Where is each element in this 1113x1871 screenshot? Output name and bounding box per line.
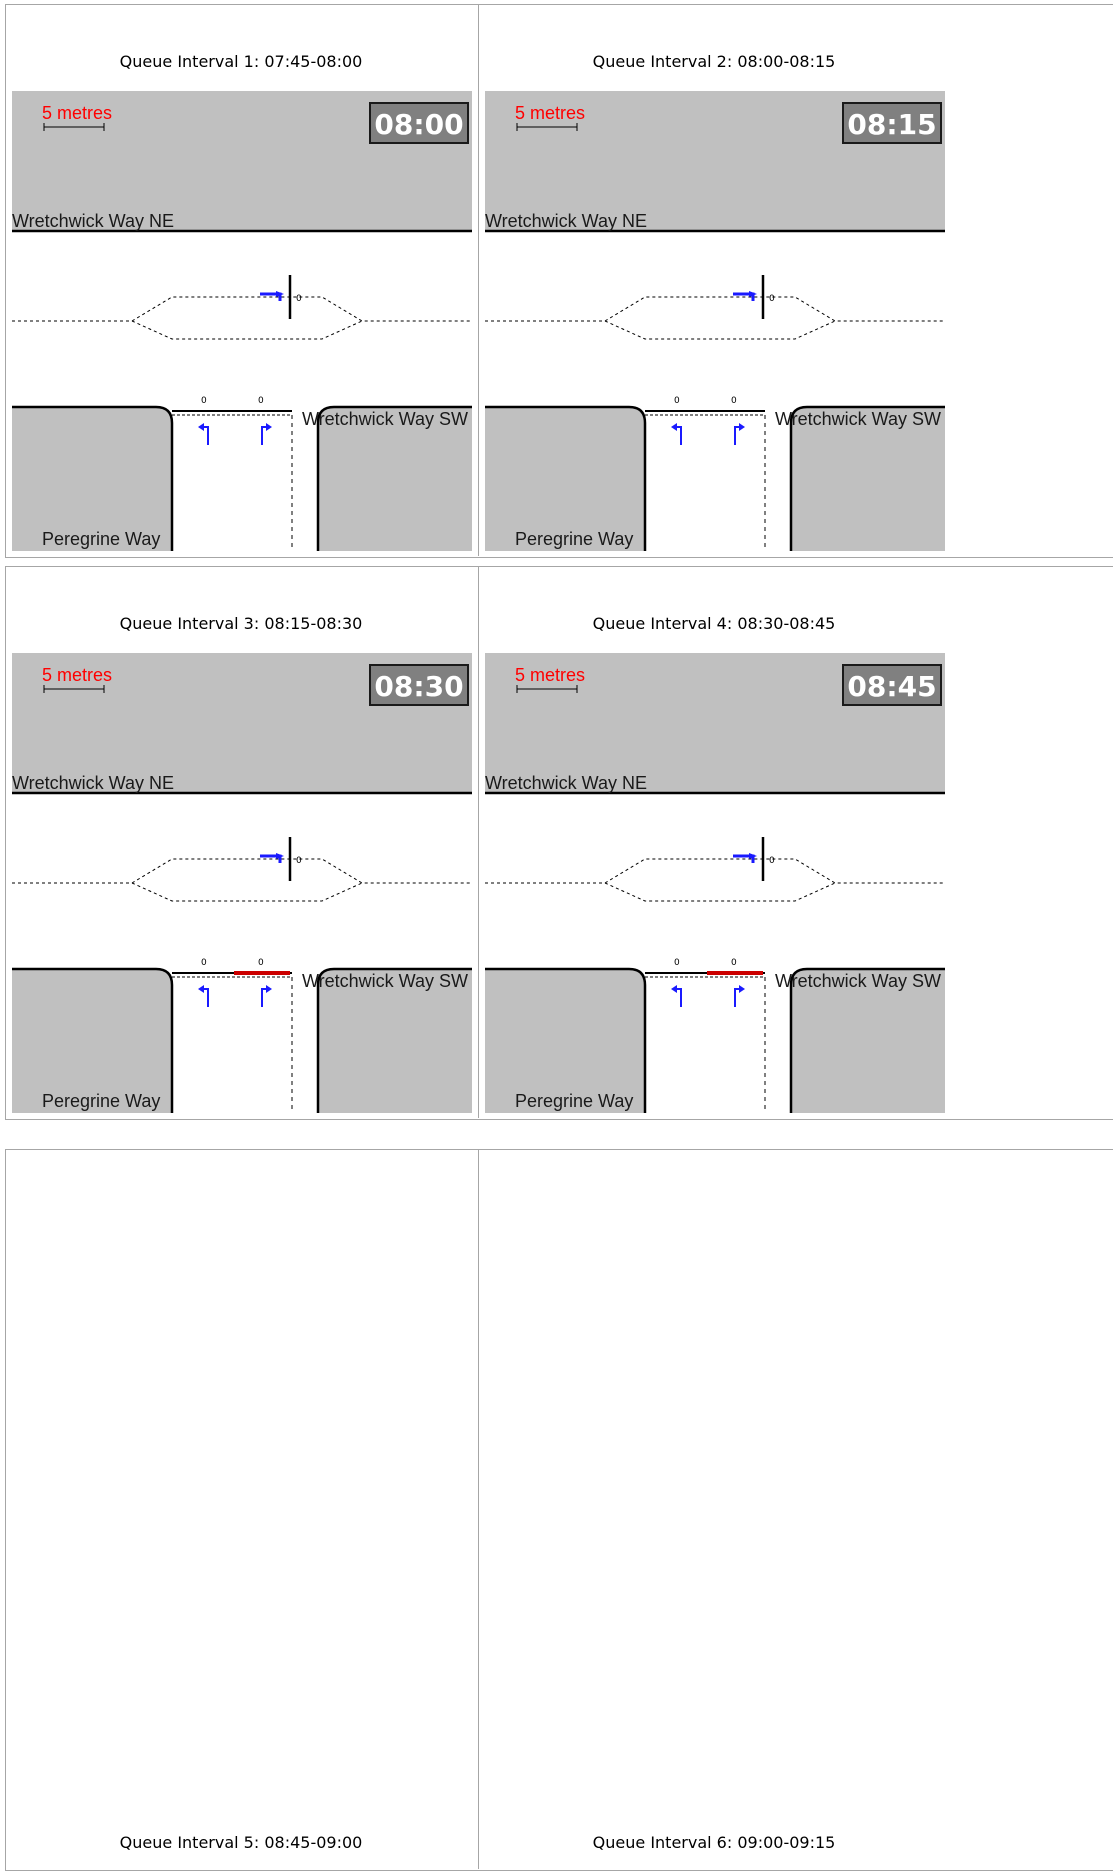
interval-cell-3: Queue Interval 3: 08:15-08:30 0 0 0 5 metre… <box>6 567 476 1117</box>
road-label-sw: Wretchwick Way SW <box>775 971 941 991</box>
clock-time: 08:30 <box>374 670 463 703</box>
queue-value-right-lane: 0 <box>731 958 737 968</box>
right-turn-arrow-head <box>749 853 757 859</box>
left-turn-arrow-head <box>198 985 204 993</box>
centre-line-lower <box>131 882 363 902</box>
kerb-line-southwest <box>485 405 647 551</box>
centre-line-upper <box>485 296 945 322</box>
clock-box <box>369 102 469 144</box>
queue-value-right-turn: 0 <box>769 294 775 304</box>
centre-line-upper <box>12 858 472 884</box>
interval-caption: Queue Interval 1: 07:45-08:00 <box>119 52 363 71</box>
clock-box <box>842 102 942 144</box>
junction-svg: 0 0 0 5 metres 08:30 Wretchwick Way NE Wretchw… <box>12 653 472 1113</box>
junction-diagram: 0 0 0 5 metres 08:15 Wretchwick Way NE Wretchw… <box>485 91 945 551</box>
road-label-ne: Wretchwick Way NE <box>12 211 174 231</box>
scale-label: 5 metres <box>42 665 112 685</box>
queue-bar <box>707 971 763 975</box>
queue-value-left-lane: 0 <box>201 958 207 968</box>
queue-value-left-lane: 0 <box>674 396 680 406</box>
road-label-side: Peregrine Way <box>42 529 160 549</box>
kerb-line-southwest <box>12 405 174 551</box>
road-label-sw: Wretchwick Way SW <box>302 409 468 429</box>
clock-time: 08:00 <box>374 108 463 141</box>
ground-area-southeast <box>318 969 472 1113</box>
right-turn-arrow-side-head <box>266 423 272 431</box>
interval-caption: Queue Interval 4: 08:30-08:45 <box>592 614 836 633</box>
kerb-line-southeast <box>316 405 472 551</box>
road-label-side: Peregrine Way <box>515 1091 633 1111</box>
queue-value-left-lane: 0 <box>674 958 680 968</box>
clock-box <box>369 664 469 706</box>
ground-area-southwest <box>12 407 172 551</box>
interval-cell-4: Queue Interval 4: 08:30-08:45 0 0 0 5 metre… <box>479 567 949 1117</box>
right-turn-arrow-side-head <box>739 985 745 993</box>
kerb-line-southeast <box>316 967 472 1113</box>
kerb-line-southeast <box>789 967 945 1113</box>
queue-table-3 <box>5 1149 1113 1871</box>
road-label-ne: Wretchwick Way NE <box>485 211 647 231</box>
junction-diagram: 0 0 0 5 metres 08:45 Wretchwick Way NE Wretchw… <box>485 653 945 1113</box>
queue-value-right-turn: 0 <box>296 856 302 866</box>
column-divider <box>478 1149 479 1869</box>
clock-time: 08:45 <box>847 670 936 703</box>
column-divider <box>478 4 479 556</box>
road-label-ne: Wretchwick Way NE <box>12 773 174 793</box>
ground-area-southeast <box>318 407 472 551</box>
scale-label: 5 metres <box>42 103 112 123</box>
interval-cell-2: Queue Interval 2: 08:00-08:15 0 0 0 5 metre… <box>479 5 949 555</box>
clock-box <box>842 664 942 706</box>
junction-svg: 0 0 0 5 metres 08:00 Wretchwick Way NE Wretchw… <box>12 91 472 551</box>
right-turn-arrow-side-head <box>739 423 745 431</box>
road-label-sw: Wretchwick Way SW <box>775 409 941 429</box>
interval-cell-6: Queue Interval 6: 09:00-09:15 <box>479 1150 949 1852</box>
centre-line-lower <box>604 320 836 340</box>
interval-caption: Queue Interval 5: 08:45-09:00 <box>119 1833 363 1852</box>
interval-caption: Queue Interval 3: 08:15-08:30 <box>119 614 363 633</box>
centre-line-upper <box>485 858 945 884</box>
queue-value-right-lane: 0 <box>731 396 737 406</box>
queue-value-right-turn: 0 <box>769 856 775 866</box>
queue-value-left-lane: 0 <box>201 396 207 406</box>
centre-line-lower <box>131 320 363 340</box>
junction-diagram: 0 0 0 5 metres 08:30 Wretchwick Way NE Wretchw… <box>12 653 472 1113</box>
queue-value-right-lane: 0 <box>258 396 264 406</box>
ground-area-southwest <box>485 969 645 1113</box>
ground-area-southeast <box>791 407 945 551</box>
junction-diagram: 0 0 0 5 metres 08:00 Wretchwick Way NE Wretchw… <box>12 91 472 551</box>
left-turn-arrow-head <box>671 423 677 431</box>
clock-time: 08:15 <box>847 108 936 141</box>
centre-line-upper <box>12 296 472 322</box>
ground-area-southwest <box>12 969 172 1113</box>
right-turn-arrow-head <box>749 291 757 297</box>
queue-value-right-lane: 0 <box>258 958 264 968</box>
road-label-sw: Wretchwick Way SW <box>302 971 468 991</box>
right-turn-arrow-head <box>276 853 284 859</box>
column-divider <box>478 566 479 1118</box>
right-turn-arrow-side-head <box>266 985 272 993</box>
interval-cell-5: Queue Interval 5: 08:45-09:00 <box>6 1150 476 1852</box>
interval-caption: Queue Interval 2: 08:00-08:15 <box>592 52 836 71</box>
road-label-ne: Wretchwick Way NE <box>485 773 647 793</box>
kerb-line-southeast <box>789 405 945 551</box>
junction-svg: 0 0 0 5 metres 08:15 Wretchwick Way NE Wretchw… <box>485 91 945 551</box>
scale-label: 5 metres <box>515 665 585 685</box>
interval-cell-1: Queue Interval 1: 07:45-08:00 0 0 0 5 metre… <box>6 5 476 555</box>
ground-area-southwest <box>485 407 645 551</box>
kerb-line-southwest <box>12 967 174 1113</box>
scale-label: 5 metres <box>515 103 585 123</box>
junction-svg: 0 0 0 5 metres 08:45 Wretchwick Way NE Wretchw… <box>485 653 945 1113</box>
queue-value-right-turn: 0 <box>296 294 302 304</box>
left-turn-arrow-head <box>671 985 677 993</box>
road-label-side: Peregrine Way <box>42 1091 160 1111</box>
kerb-line-southwest <box>485 967 647 1113</box>
ground-area-southeast <box>791 969 945 1113</box>
left-turn-arrow-head <box>198 423 204 431</box>
queue-bar <box>234 971 290 975</box>
interval-caption: Queue Interval 6: 09:00-09:15 <box>592 1833 836 1852</box>
road-label-side: Peregrine Way <box>515 529 633 549</box>
centre-line-lower <box>604 882 836 902</box>
right-turn-arrow-head <box>276 291 284 297</box>
